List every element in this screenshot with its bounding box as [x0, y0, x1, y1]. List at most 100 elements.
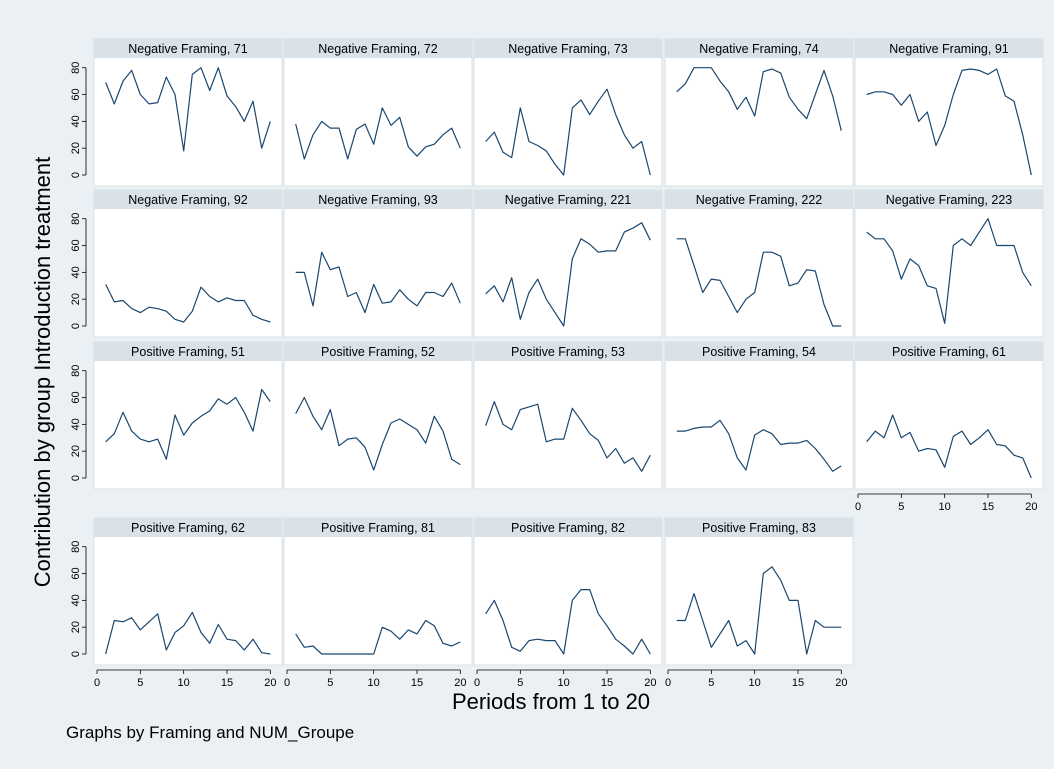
- y-tick-label: 60: [70, 567, 82, 579]
- x-tick-label: 15: [982, 501, 994, 513]
- panel-title: Negative Framing, 221: [505, 193, 632, 207]
- x-tick-label: 5: [517, 677, 523, 689]
- panel: Positive Framing, 53: [473, 341, 663, 490]
- panel-title: Negative Framing, 222: [696, 193, 823, 207]
- panel-title: Positive Framing, 51: [131, 345, 245, 359]
- panel-background: [473, 341, 663, 490]
- panel-header: [474, 342, 662, 361]
- y-tick-label: 0: [70, 323, 82, 329]
- x-tick-label: 0: [94, 677, 100, 689]
- panel-background: [473, 38, 663, 187]
- series-line: [866, 218, 1032, 324]
- panel-header: [284, 518, 472, 537]
- panel: Negative Framing, 222: [664, 189, 854, 338]
- x-tick-label: 0: [665, 677, 671, 689]
- series-line: [676, 566, 842, 655]
- y-tick-label: 20: [70, 445, 82, 457]
- y-tick-label: 0: [70, 475, 82, 481]
- chart-note: Graphs by Framing and NUM_Groupe: [66, 723, 354, 742]
- panel-header: [665, 518, 853, 537]
- panel-title: Positive Framing, 53: [511, 345, 625, 359]
- panel: Negative Framing, 91: [854, 38, 1044, 187]
- panel-title: Positive Framing, 82: [511, 521, 625, 535]
- panel-background: [283, 38, 473, 187]
- series-line: [105, 67, 271, 152]
- panel: Negative Framing, 71 0 20 40 60 80: [70, 38, 283, 187]
- x-tick-label: 20: [454, 677, 466, 689]
- panel-header: [94, 39, 282, 58]
- panel-title: Positive Framing, 62: [131, 521, 245, 535]
- panel-header: [474, 518, 662, 537]
- panel-title: Negative Framing, 74: [699, 42, 819, 56]
- panel-title: Negative Framing, 93: [318, 193, 438, 207]
- y-tick-label: 20: [70, 142, 82, 154]
- x-tick-label: 10: [558, 677, 570, 689]
- panel-header: [855, 190, 1043, 209]
- panel-header: [474, 39, 662, 58]
- y-tick-label: 20: [70, 293, 82, 305]
- x-tick-label: 20: [835, 677, 847, 689]
- panel-title: Negative Framing, 73: [508, 42, 628, 56]
- x-tick-label: 15: [792, 677, 804, 689]
- panel-header: [94, 190, 282, 209]
- panel-title: Positive Framing, 81: [321, 521, 435, 535]
- panel-header: [284, 342, 472, 361]
- panel-background: [664, 341, 854, 490]
- x-tick-label: 10: [939, 501, 951, 513]
- panel-header: [665, 342, 853, 361]
- x-tick-label: 0: [474, 677, 480, 689]
- x-tick-label: 0: [855, 501, 861, 513]
- panel: Positive Framing, 61 0 5 10 15 20: [854, 341, 1044, 513]
- panel-background: [664, 38, 854, 187]
- panel: Positive Framing, 81 0 5 10 15 20: [283, 517, 473, 689]
- y-tick-label: 0: [70, 651, 82, 657]
- series-line: [105, 611, 271, 655]
- x-tick-label: 5: [137, 677, 143, 689]
- panel-background: [93, 189, 283, 338]
- panel-background: [93, 517, 283, 666]
- panel-background: [473, 517, 663, 666]
- panel-header: [855, 39, 1043, 58]
- panel: Negative Framing, 221: [473, 189, 663, 338]
- panel-background: [664, 189, 854, 338]
- panel-header: [474, 190, 662, 209]
- series-line: [866, 414, 1032, 479]
- panel-background: [854, 189, 1044, 338]
- y-tick-label: 40: [70, 266, 82, 278]
- series-line: [866, 68, 1032, 176]
- panel-title: Negative Framing, 92: [128, 193, 248, 207]
- panel-header: [94, 342, 282, 361]
- panel-header: [284, 190, 472, 209]
- panel-header: [665, 39, 853, 58]
- series-line: [485, 588, 651, 655]
- y-tick-label: 80: [70, 62, 82, 74]
- x-tick-label: 0: [284, 677, 290, 689]
- x-tick-label: 10: [749, 677, 761, 689]
- panel-header: [284, 39, 472, 58]
- panel-title: Negative Framing, 91: [889, 42, 1009, 56]
- panel-background: [473, 189, 663, 338]
- panel: Negative Framing, 92 0 20 40 60 80: [70, 189, 283, 338]
- series-line: [295, 396, 461, 471]
- y-tick-label: 40: [70, 418, 82, 430]
- panel-header: [94, 518, 282, 537]
- panel-background: [854, 38, 1044, 187]
- panel-background: [854, 341, 1044, 490]
- panel-background: [283, 341, 473, 490]
- panel: Negative Framing, 73: [473, 38, 663, 187]
- panel: Positive Framing, 52: [283, 341, 473, 490]
- y-tick-label: 80: [70, 213, 82, 225]
- panel-background: [664, 517, 854, 666]
- x-axis-label: Periods from 1 to 20: [452, 689, 650, 714]
- panel: Positive Framing, 51 0 20 40 60 80: [70, 341, 283, 490]
- x-tick-label: 15: [601, 677, 613, 689]
- panel-header: [855, 342, 1043, 361]
- y-tick-label: 40: [70, 594, 82, 606]
- x-tick-label: 20: [644, 677, 656, 689]
- series-line: [295, 107, 461, 160]
- y-tick-label: 0: [70, 172, 82, 178]
- series-line: [485, 401, 651, 472]
- panel-title: Negative Framing, 72: [318, 42, 438, 56]
